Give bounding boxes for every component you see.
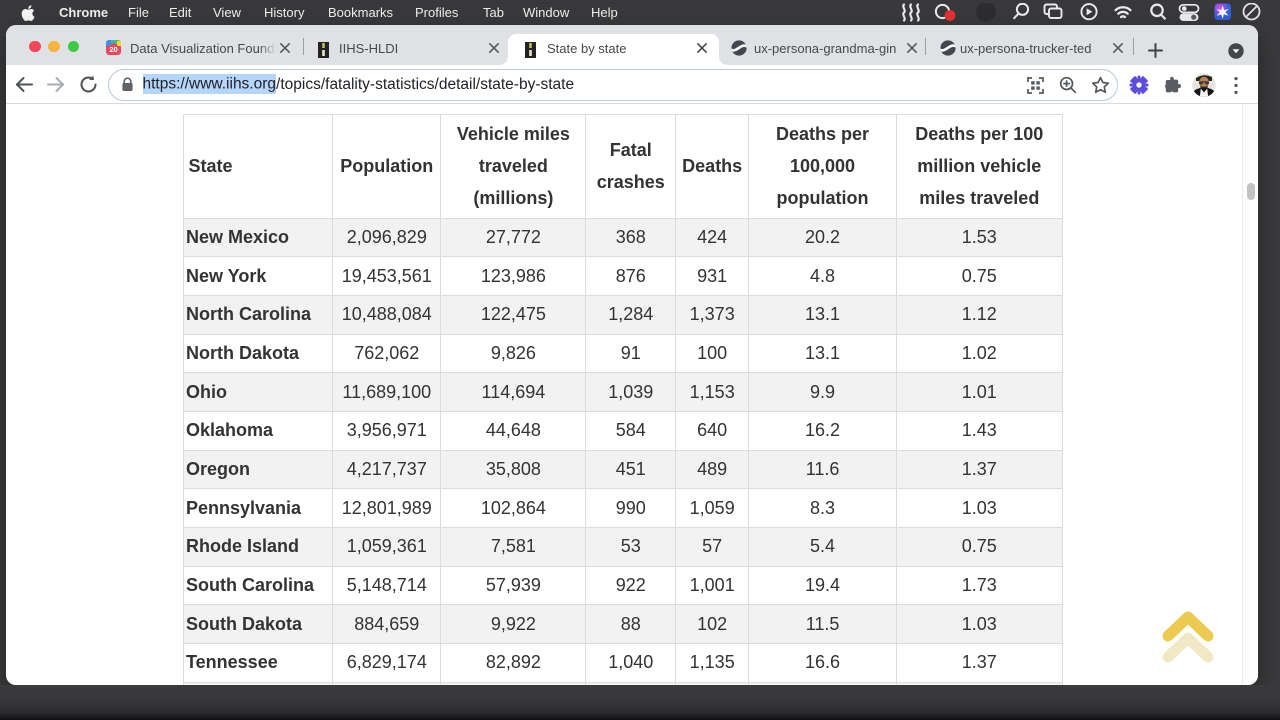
svg-text:20: 20: [109, 45, 117, 54]
